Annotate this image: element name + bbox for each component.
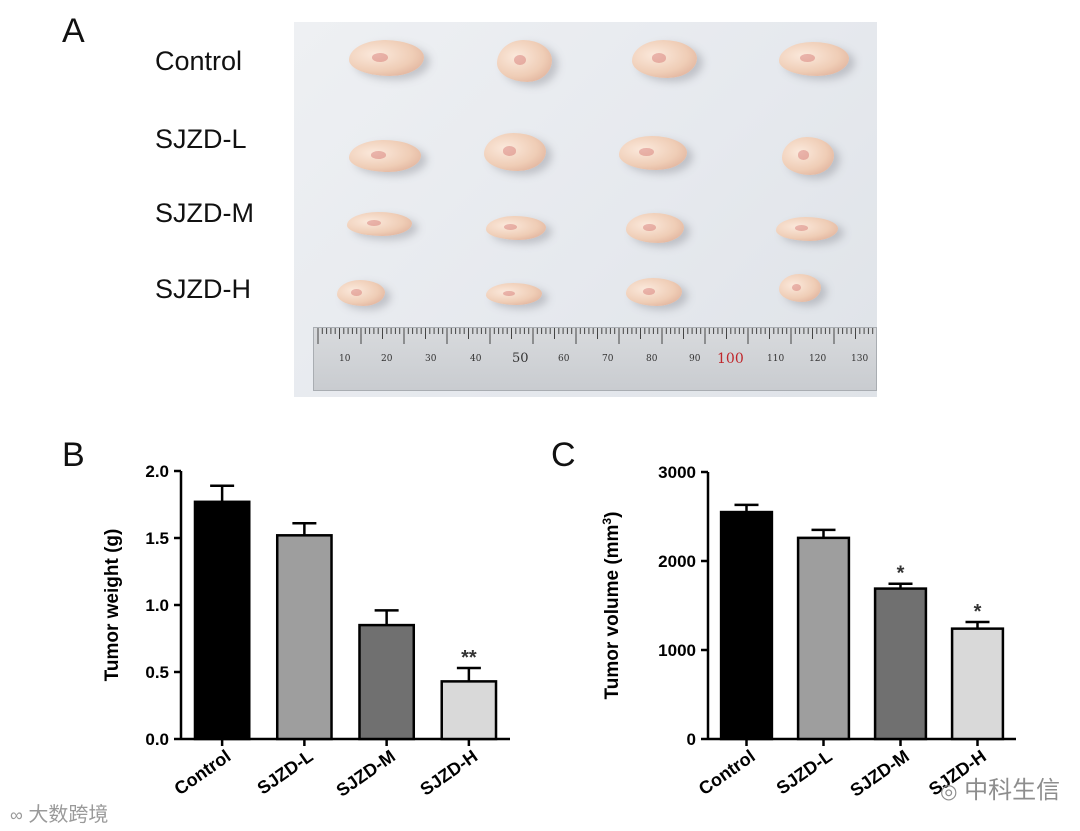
- panel-a-letter: A: [62, 12, 85, 50]
- y-tick-label: 0.0: [145, 730, 169, 749]
- tumor-specimen: [486, 283, 542, 305]
- ruler-number: 120: [809, 354, 827, 364]
- x-tick-label: SJZD-H: [416, 746, 481, 800]
- y-axis-label-text: Tumor weight (g): [102, 529, 123, 682]
- bar-sjzd-h: [440, 680, 498, 741]
- tumor-specimen: [626, 278, 682, 306]
- watermark-right: ◎ 中科生信: [940, 770, 1060, 805]
- ruler-number: 130: [851, 354, 869, 364]
- tumor-specimen: [337, 280, 385, 306]
- ruler-number: 10: [339, 354, 351, 364]
- bar-sjzd-l: [275, 534, 333, 741]
- ruler-number: 60: [558, 354, 570, 364]
- tumor-specimen: [779, 42, 849, 76]
- ruler-number: 100: [717, 351, 744, 367]
- bar-sjzd-m: [358, 623, 416, 741]
- x-tick-label: Control: [171, 746, 235, 799]
- ruler-number: 30: [425, 354, 437, 364]
- panel-c-letter: C: [551, 436, 576, 474]
- ruler-number: 80: [646, 354, 658, 364]
- panel-b-letter: B: [62, 436, 85, 474]
- y-tick-label: 1.5: [145, 529, 169, 548]
- watermark-right-text: 中科生信: [964, 777, 1061, 804]
- tumor-specimen: [632, 40, 697, 78]
- row-label-control: Control: [155, 46, 243, 76]
- x-tick-label: SJZD-L: [254, 746, 317, 799]
- tumor-specimen: [782, 137, 834, 175]
- tumor-specimen: [349, 140, 421, 172]
- tumor-specimen: [497, 40, 552, 82]
- tumor-specimen: [779, 274, 821, 302]
- ruler: 10 20 30 40 50 60 70 80 90 100 110 120 1…: [313, 327, 877, 391]
- tumor-specimen: [626, 213, 684, 243]
- watermark-left-text: 大数跨境: [28, 804, 109, 826]
- ruler-number: 70: [602, 354, 614, 364]
- wechat-icon: ◎: [940, 781, 958, 803]
- ruler-number: 40: [470, 354, 482, 364]
- tumor-specimen: [349, 40, 424, 76]
- tumor-specimen: [619, 136, 687, 170]
- y-tick-label: 2.0: [145, 462, 169, 481]
- row-label-sjzd-h: SJZD-H: [155, 274, 251, 304]
- row-label-sjzd-l: SJZD-L: [155, 124, 247, 154]
- watermark-left: ∞ 大数跨境: [10, 798, 108, 827]
- y-axis-label: Tumor weight (g): [102, 529, 123, 682]
- row-label-sjzd-m: SJZD-M: [155, 198, 254, 228]
- y-tick-label: 0.5: [145, 663, 169, 682]
- ruler-number: 20: [381, 354, 393, 364]
- ruler-number: 110: [767, 354, 785, 364]
- tumor-specimen: [776, 217, 838, 241]
- tumor-specimen: [484, 133, 546, 171]
- tumor-specimen: [486, 216, 546, 240]
- ruler-number: 90: [689, 354, 701, 364]
- y-tick-label: 1.0: [145, 596, 169, 615]
- ruler-number: 50: [512, 351, 529, 366]
- x-tick-label: SJZD-M: [333, 746, 399, 801]
- ruler-ticks: [317, 328, 874, 344]
- significance-marker: **: [461, 647, 477, 669]
- bar-control: [193, 500, 251, 741]
- link-icon: ∞: [10, 805, 23, 825]
- tumor-specimen: [347, 212, 412, 236]
